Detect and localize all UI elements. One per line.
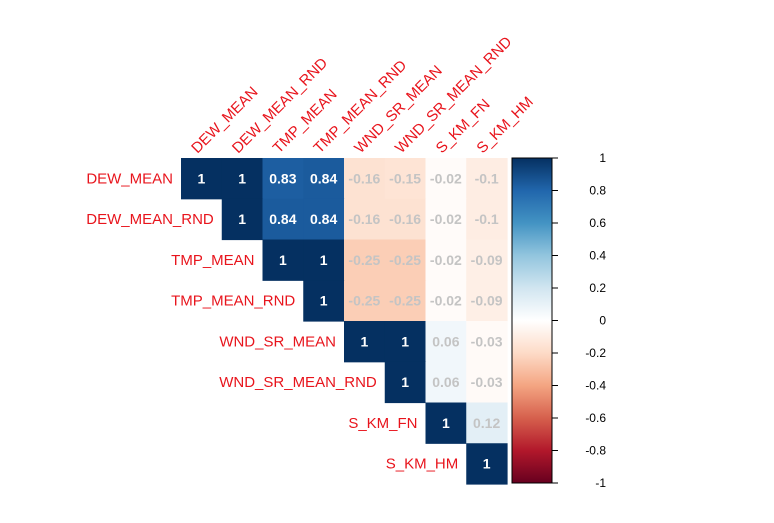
color-legend-tick-label: -0.2 [585,346,606,360]
cell-value-label: 1 [401,333,409,349]
cell-value-label: 0.06 [432,333,459,349]
heatmap-cell [262,239,304,281]
cell-value-label: 1 [442,415,450,431]
color-legend-tick-label: -1 [595,476,606,490]
row-labels: DEW_MEAN DEW_MEAN_RND TMP_MEAN TMP_MEAN_RND… [86,170,458,472]
heatmap-cell [303,280,345,322]
cell-value-label: -0.16 [348,170,380,186]
heatmap-cell [466,402,508,444]
heatmap-cell [425,280,467,322]
heatmap-cell [384,361,427,404]
heatmap-cell [303,198,345,241]
heatmap-cell [466,239,508,281]
heatmap-cell [344,321,386,363]
cell-value-label: 0.84 [269,211,296,227]
heatmap-cell [344,239,386,281]
heatmap-cell [466,443,508,485]
heatmap-cell [466,158,508,200]
color-legend-tick-label: 1 [599,151,606,165]
color-legend: 1 0.8 0.6 0.4 0.2 0 -0.2 -0.4 -0.6 -0.8 -1 [511,151,606,490]
color-legend-tick-label: 0.4 [589,249,606,263]
cell-value-label: -0.02 [430,211,462,227]
cell-value-label: -0.1 [475,211,499,227]
heatmap-cell [303,239,345,281]
cell-value-label: 0.12 [473,415,500,431]
cell-value-label: -0.25 [348,252,380,268]
cell-value-label: -0.09 [471,293,503,309]
cell-value-label: -0.02 [430,252,462,268]
row-label: TMP_MEAN [171,252,254,269]
heatmap-cell [262,158,304,200]
cell-value-label: 1 [360,333,368,349]
heatmap-cell [425,402,467,444]
heatmap-cell [425,321,467,363]
heatmap-cell [221,158,264,200]
heatmap-cell [344,158,386,200]
cell-value-label: -0.03 [471,333,503,349]
column-labels: DEW_MEANDEW_MEAN_RNDTMP_MEANTMP_MEAN_RND… [188,33,537,157]
heatmap-cell [425,198,467,241]
heatmap-cell [425,158,467,200]
color-legend-tick-label: -0.6 [585,411,606,425]
cell-value-label: -0.25 [348,293,380,309]
color-legend-tick-label: -0.8 [585,444,606,458]
heatmap-cell [425,239,467,281]
heatmap-cell [384,158,427,200]
color-legend-tick-label: -0.4 [585,379,606,393]
heatmap-cell [466,361,508,404]
heatmap-cell [425,361,467,404]
cell-value-label: 0.83 [269,170,296,186]
cell-value-label: 1 [401,374,409,390]
color-legend-tick-label: 0.2 [589,281,606,295]
heatmap-cell [384,280,427,322]
heatmap-cell [466,280,508,322]
heatmap-cell [466,321,508,363]
cell-value-label: 1 [197,170,205,186]
cell-value-label: 1 [238,170,246,186]
color-legend-bar [511,157,553,484]
cell-value-label: -0.02 [430,293,462,309]
correlation-cells: 1 1 0.83 0.84 -0.16 -0.15 -0.02 -0.1 1 0.84 0.84 -0… [181,158,508,485]
color-legend-tick-label: 0.6 [589,216,606,230]
row-label: WND_SR_MEAN [219,333,336,350]
cell-value-label: 1 [238,211,246,227]
row-label: S_KM_FN [348,415,417,432]
cell-value-label: -0.16 [348,211,380,227]
row-label: DEW_MEAN_RND [86,211,214,228]
cell-value-label: -0.16 [389,211,421,227]
cell-value-label: 1 [320,293,328,309]
heatmap-cell [303,158,345,200]
color-legend-tick-label: 0.8 [589,184,606,198]
cell-value-label: -0.25 [389,252,421,268]
heatmap-cell [262,198,304,241]
cell-value-label: 0.84 [310,170,337,186]
cell-value-label: -0.03 [471,374,503,390]
cell-value-label: 1 [483,456,491,472]
cell-value-label: -0.1 [475,170,499,186]
heatmap-cell [466,198,508,241]
heatmap-cell [384,239,427,281]
cell-value-label: -0.09 [471,252,503,268]
cell-value-label: 0.84 [310,211,337,227]
cell-value-label: 1 [279,252,287,268]
cell-value-label: 0.06 [432,374,459,390]
cell-value-label: -0.15 [389,170,421,186]
heatmap-cell [181,158,223,200]
heatmap-cell [384,198,427,241]
heatmap-cell [384,321,427,363]
cell-value-label: -0.25 [389,293,421,309]
row-label: WND_SR_MEAN_RND [219,374,377,391]
row-label: S_KM_HM [386,456,459,473]
cell-value-label: -0.02 [430,170,462,186]
row-label: TMP_MEAN_RND [171,293,295,310]
color-legend-tick-label: 0 [599,314,606,328]
heatmap-cell [344,198,386,241]
heatmap-cell [221,198,264,241]
cell-value-label: 1 [320,252,328,268]
row-label: DEW_MEAN [86,170,173,187]
heatmap-cell [344,280,386,322]
